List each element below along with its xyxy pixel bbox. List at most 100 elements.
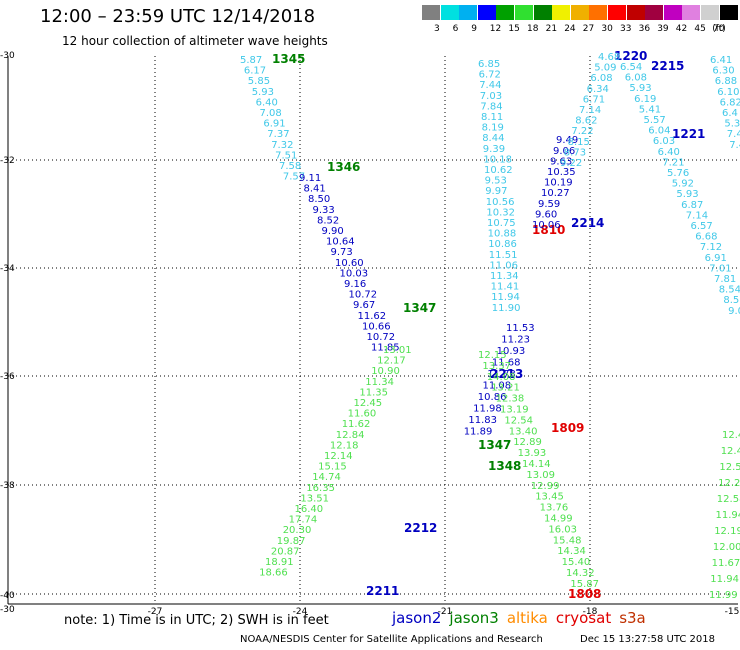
wave-height-value: 10.66: [362, 321, 391, 332]
wave-height-value: 11.62: [358, 311, 387, 322]
wave-height-value: 10.88: [488, 229, 517, 240]
wave-height-value: 12.38: [496, 394, 525, 405]
colorbar-label: 36: [638, 24, 651, 34]
wave-height-value: 5.09: [594, 63, 616, 74]
longitude-tick-label: -15: [725, 607, 740, 617]
wave-height-value: 7.57: [283, 172, 305, 183]
wave-height-value: 11.94: [710, 574, 739, 585]
wave-height-value: 15.48: [553, 535, 582, 546]
wave-height-value: 8.73: [564, 147, 586, 158]
wave-height-value: 12.17: [377, 356, 406, 367]
wave-height-value: 12.54: [504, 415, 533, 426]
pass-label: 1809: [551, 421, 584, 435]
wave-height-value: 11.53: [506, 323, 535, 334]
wave-height-value: 11.41: [491, 282, 520, 293]
colorbar-label: 12: [489, 24, 502, 34]
wave-height-value: 19.87: [277, 536, 306, 547]
wave-height-value: 17.74: [289, 515, 318, 526]
wave-height-value: 11.08: [483, 381, 512, 392]
wave-height-value: 5.3: [724, 119, 740, 130]
wave-height-value: 7.14: [579, 105, 601, 116]
wave-height-value: 14.34: [557, 546, 586, 557]
wave-height-value: 5.41: [639, 104, 661, 115]
colorbar-label: 42: [675, 24, 688, 34]
latitude-tick-label: -30: [0, 51, 15, 61]
wave-height-value: 12.44: [721, 446, 740, 457]
wave-height-value: 14.74: [312, 472, 341, 483]
satellite-legend-entry: jason2: [392, 609, 442, 627]
wave-height-value: 5.76: [667, 168, 689, 179]
satellite-legend-entry: cryosat: [555, 609, 612, 627]
satellite-legend-entry: jason3: [449, 609, 499, 627]
wave-height-value: 6.88: [715, 76, 737, 87]
wave-height-value: 11.62: [342, 419, 371, 430]
wave-height-value: 7.08: [260, 108, 282, 119]
wave-height-value: 6.34: [587, 84, 609, 95]
longitude-tick-label: -18: [583, 607, 598, 617]
wave-height-value: 6.87: [681, 200, 703, 211]
wave-height-value: 8.52: [317, 215, 339, 226]
latitude-tick-label: -32: [0, 156, 15, 166]
wave-height-value: 9.0: [728, 306, 740, 317]
wave-height-value: 11.34: [490, 271, 519, 282]
wave-height-value: 5.93: [676, 189, 698, 200]
colorbar-swatch: [719, 5, 738, 20]
wave-height-value: 9.33: [313, 205, 335, 216]
wave-height-value: 4.68: [598, 52, 620, 63]
colorbar-swatch: [570, 5, 589, 20]
wave-height-value: 6.04: [648, 126, 670, 137]
wave-height-value: 7.21: [662, 157, 684, 168]
wave-height-value: 14.08: [487, 372, 516, 383]
wave-height-value: 12.18: [330, 440, 359, 451]
wave-height-value: 9.49: [556, 135, 578, 146]
pass-label: 2213: [490, 367, 523, 381]
wave-height-value: 6.40: [256, 97, 278, 108]
colorbar-swatch: [552, 5, 571, 20]
colorbar-label: 45: [694, 24, 706, 34]
pass-label: 1220: [614, 49, 647, 63]
colorbar-label: 15: [508, 24, 520, 34]
pass-label: 2215: [651, 59, 684, 73]
wave-height-value: 6.30: [712, 66, 734, 77]
wave-height-value: 9.60: [535, 209, 557, 220]
latitude-tick-label: -38: [0, 481, 15, 491]
wave-height-value: 9.06: [553, 146, 575, 157]
wave-height-value: 18.91: [265, 557, 294, 568]
wave-height-value: 6.91: [705, 253, 727, 264]
colorbar-label: 39: [657, 24, 669, 34]
colorbar-swatch: [440, 5, 459, 20]
wave-height-value: 14.32: [566, 568, 595, 579]
wave-height-value: 6.40: [658, 147, 680, 158]
wave-height-value: 6.08: [590, 73, 612, 84]
wave-height-value: 8.62: [575, 116, 597, 127]
colorbar-label: 27: [582, 24, 595, 34]
wave-height-value: 11.51: [489, 250, 518, 261]
wave-height-value: 10.93: [497, 346, 526, 357]
colorbar-label: 21: [545, 24, 558, 34]
wave-height-value: 5.87: [240, 55, 262, 66]
wave-height-value: 6.41: [710, 55, 732, 66]
wave-height-value: 10.35: [547, 167, 576, 178]
wave-height-value: 7.51: [275, 150, 297, 161]
pass-label: 1348: [488, 459, 521, 473]
wave-height-value: 10.56: [486, 197, 515, 208]
wave-height-value: 11.73: [487, 369, 516, 380]
wave-height-value: 11.94: [491, 292, 520, 303]
pass-label: 1345: [272, 52, 305, 66]
wave-height-value: 13.93: [518, 448, 547, 459]
colorbar-label: 3: [434, 24, 440, 34]
wave-height-value: 15.15: [318, 462, 347, 473]
wave-height-value: 6.71: [583, 94, 605, 105]
colorbar-label: 33: [620, 24, 632, 34]
wave-height-value: 11.85: [371, 343, 400, 354]
colorbar-swatch: [608, 5, 626, 20]
wave-height-value: 8.44: [482, 133, 504, 144]
wave-height-value: 5.85: [248, 76, 270, 87]
colorbar-unit: (ft): [712, 24, 726, 34]
colorbar-label: 18: [527, 24, 539, 34]
corner-latitude-label: -30: [0, 605, 15, 615]
wave-height-value: 10.60: [335, 258, 364, 269]
pass-label: 1221: [672, 127, 705, 141]
generated-timestamp: Dec 15 13:27:58 UTC 2018: [580, 634, 715, 645]
